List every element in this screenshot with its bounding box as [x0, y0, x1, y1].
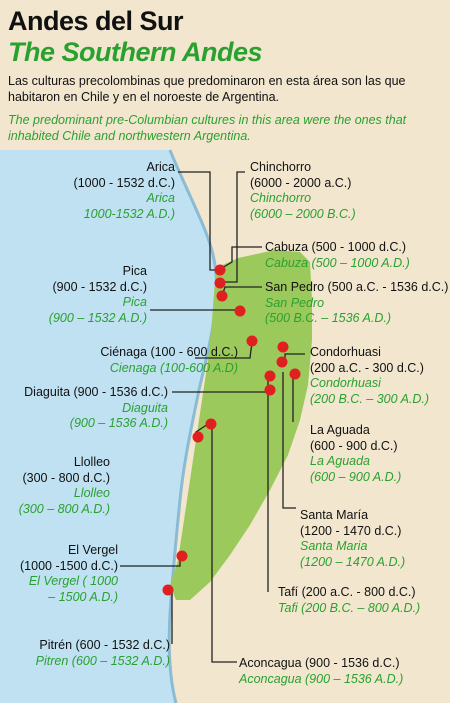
label-llolleo: Llolleo (300 - 800 d.C.) Llolleo (300 – …: [0, 455, 110, 517]
map-subtitle: The Southern Andes: [8, 37, 263, 67]
dot-sanpedro: [246, 335, 258, 347]
dates: (900 - 1532 d.C.): [52, 279, 148, 294]
site-markers: [162, 264, 301, 596]
label-tafi: Tafí (200 a.C. - 800 d.C.) Tafi (200 B.C…: [278, 585, 420, 616]
name-en: San Pedro: [265, 295, 325, 310]
label-pitren: Pitrén (600 - 1532 d.C.) Pitren (600 – 1…: [0, 638, 170, 669]
name: El Vergel: [67, 543, 118, 557]
name-en: Arica: [146, 191, 175, 205]
label-sanpedro: San Pedro (500 a.C. - 1536 d.C.) San Ped…: [265, 280, 448, 327]
dates-en: 1000-1532 A.D.): [83, 206, 175, 221]
line: Ciénaga (100 - 600 d.C.): [100, 345, 238, 359]
label-santamaria: Santa María (1200 - 1470 d.C.) Santa Mar…: [300, 508, 405, 570]
dates: (1000 -1500 d.C.): [20, 558, 118, 573]
label-cabuza: Cabuza (500 - 1000 d.C.) Cabuza (500 – 1…: [265, 240, 410, 271]
dates-en: (900 – 1532 A.D.): [48, 310, 147, 325]
dates: (1000 - 1532 d.C.): [73, 175, 175, 190]
name: Santa María: [300, 508, 369, 522]
line-santamaria: [282, 372, 296, 509]
dot-condorhuasi2: [276, 356, 288, 368]
line-en: Cabuza (500 – 1000 A.D.): [265, 255, 410, 270]
dot-pica: [216, 290, 228, 302]
map-title: Andes del Sur: [8, 6, 184, 36]
name: Arica: [146, 160, 175, 174]
dates-en: (300 – 800 A.D.): [18, 501, 110, 516]
label-pica: Pica (900 - 1532 d.C.) Pica (900 – 1532 …: [0, 264, 147, 326]
dot-chinchorro: [214, 277, 226, 289]
label-laaguada: La Aguada (600 - 900 d.C.) La Aguada (60…: [310, 423, 401, 485]
line: San Pedro (500 a.C. - 1536 d.C.): [265, 280, 449, 294]
dates-en: (1200 – 1470 A.D.): [300, 554, 406, 569]
label-diaguita: Diaguita (900 - 1536 d.C.) Diaguita (900…: [0, 385, 168, 432]
label-elvergel: El Vergel (1000 -1500 d.C.) El Vergel ( …: [0, 543, 118, 605]
pacific-ocean: [0, 150, 217, 703]
coastline: [167, 149, 219, 703]
line-en: Cienaga (100-600 A.D): [109, 360, 238, 375]
dot-llolleo2: [192, 431, 204, 443]
intro-english: The predominant pre-Columbian cultures i…: [8, 113, 407, 143]
name-en: Llolleo: [73, 486, 110, 500]
name-en: El Vergel ( 1000: [28, 574, 118, 588]
name: Condorhuasi: [310, 345, 381, 359]
dates: (200 a.C. - 300 d.C.): [310, 360, 424, 375]
line: Diaguita (900 - 1536 d.C.): [24, 385, 168, 399]
label-arica: Arica (1000 - 1532 d.C.) Arica 1000-1532…: [60, 160, 175, 222]
name: La Aguada: [310, 423, 370, 437]
name-en: La Aguada: [310, 454, 371, 468]
label-cienaga: Ciénaga (100 - 600 d.C.) Cienaga (100-60…: [40, 345, 238, 376]
dates: (1200 - 1470 d.C.): [300, 523, 402, 538]
label-chinchorro: Chinchorro (6000 - 2000 a.C.) Chinchorro…: [250, 160, 356, 222]
line-en: Pitren (600 – 1532 A.D.): [35, 653, 170, 668]
dot-pica2: [234, 305, 246, 317]
name-en: Pica: [122, 295, 147, 309]
dates: (600 - 900 d.C.): [310, 438, 398, 453]
dates-en: (900 – 1536 A.D.): [69, 416, 168, 430]
dot-llolleo: [205, 418, 217, 430]
dates-en: (200 B.C. – 300 A.D.): [310, 391, 430, 406]
dates-en: – 1500 A.D.): [48, 589, 118, 604]
dot-diaguita: [264, 384, 276, 396]
line-chinchorro: [222, 171, 245, 283]
line-en: Aconcagua (900 – 1536 A.D.): [239, 671, 404, 686]
dates-en: (600 – 900 A.D.): [310, 469, 402, 484]
dot-condorhuasi: [277, 341, 289, 353]
line-cienaga: [195, 341, 253, 359]
dot-elvergel: [176, 550, 188, 562]
dot-pitren: [162, 584, 174, 596]
name-en: Santa Maria: [300, 539, 368, 553]
cultural-region: [170, 250, 312, 600]
dates: (300 - 800 d.C.): [22, 470, 110, 485]
dot-laaguada: [289, 368, 301, 380]
name-en: Diaguita: [122, 400, 168, 415]
dates: (6000 - 2000 a.C.): [250, 175, 352, 190]
intro-spanish: Las culturas precolombinas que predomina…: [8, 74, 406, 104]
dates-en: (500 B.C. – 1536 A.D.): [265, 311, 391, 325]
dot-arica: [214, 264, 226, 276]
line: Tafí (200 a.C. - 800 d.C.): [278, 585, 416, 599]
line-aconcagua: [211, 425, 237, 663]
line: Cabuza (500 - 1000 d.C.): [265, 240, 407, 254]
label-aconcagua: Aconcagua (900 - 1536 d.C.) Aconcagua (9…: [239, 656, 403, 687]
label-condorhuasi: Condorhuasi (200 a.C. - 300 d.C.) Condor…: [310, 345, 429, 407]
name: Llolleo: [73, 455, 110, 469]
line-en: Tafi (200 B.C. – 800 A.D.): [278, 600, 421, 615]
line: Aconcagua (900 - 1536 d.C.): [239, 656, 400, 670]
name: Pica: [122, 264, 147, 278]
name: Chinchorro: [250, 160, 312, 174]
line: Pitrén (600 - 1532 d.C.): [39, 638, 170, 652]
dot-cienaga: [264, 370, 276, 382]
name-en: Condorhuasi: [310, 376, 381, 390]
line-cabuza: [221, 246, 262, 269]
dates-en: (6000 – 2000 B.C.): [250, 206, 356, 221]
name-en: Chinchorro: [250, 191, 312, 205]
